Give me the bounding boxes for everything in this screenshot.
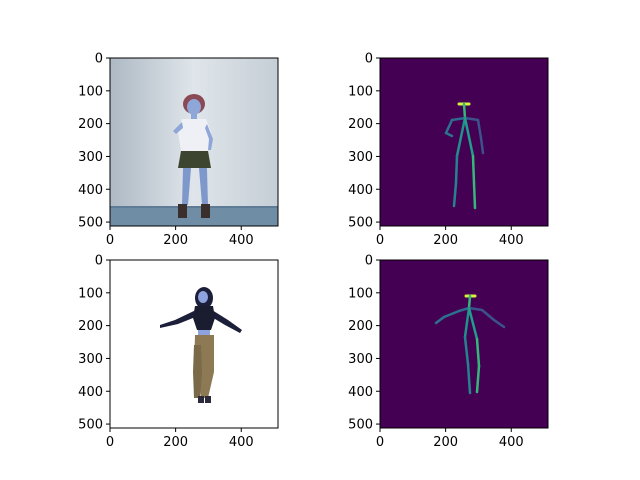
x-tick-label: 400 xyxy=(229,435,254,450)
bone-upperarm-right xyxy=(476,118,483,140)
y-tick-label: 300 xyxy=(348,150,373,165)
bone-forearm-left xyxy=(434,315,446,325)
x-tick-label: 0 xyxy=(106,435,114,450)
y-tick-label: 100 xyxy=(348,286,373,301)
x-tick-label: 0 xyxy=(376,233,384,248)
bone-forearm-left xyxy=(444,131,454,138)
bone-shoulder-right xyxy=(467,306,484,312)
x-tick-label: 0 xyxy=(376,435,384,450)
bone-torso-left xyxy=(455,116,467,158)
bone-upperarm-left xyxy=(444,118,454,135)
y-tick-label: 200 xyxy=(78,117,103,132)
image-pose-2 xyxy=(380,260,548,428)
y-tick-label: 300 xyxy=(78,150,103,165)
y-tick-label: 500 xyxy=(78,216,103,231)
bone-torso-right xyxy=(467,306,479,341)
y-tick-label: 0 xyxy=(95,254,103,269)
bone-shin-left xyxy=(466,362,472,395)
axes-frame xyxy=(379,259,549,429)
y-tick-label: 400 xyxy=(348,183,373,198)
bone-shin-right xyxy=(475,364,481,394)
x-tick-label: 200 xyxy=(163,233,188,248)
image-photo-2 xyxy=(110,260,278,428)
panel-bottom-left: 0 200 400 0 100 200 300 400 500 xyxy=(78,254,279,450)
bone-torso-left xyxy=(463,306,471,339)
x-tick-label: 200 xyxy=(163,435,188,450)
bone-shoulder-left xyxy=(457,306,471,313)
y-tick-label: 200 xyxy=(348,117,373,132)
image-photo-1 xyxy=(110,58,278,226)
bone-thigh-right xyxy=(475,337,481,368)
bone-shoulder-right xyxy=(463,116,480,122)
bone-shoulder-left xyxy=(450,116,467,122)
bone-neck xyxy=(462,102,467,120)
y-tick-label: 400 xyxy=(348,385,373,400)
y-tick-label: 0 xyxy=(95,52,103,67)
y-tick-label: 400 xyxy=(78,183,103,198)
x-tick-label: 200 xyxy=(433,233,458,248)
y-tick-label: 0 xyxy=(365,52,373,67)
x-tick-label: 0 xyxy=(106,233,114,248)
axes-frame xyxy=(379,57,549,227)
y-tick-label: 500 xyxy=(78,418,103,433)
y-tick-label: 500 xyxy=(348,216,373,231)
axes-frame xyxy=(109,259,279,429)
y-tick-label: 400 xyxy=(78,385,103,400)
panel-bottom-right: 0 200 400 0 100 200 300 400 500 xyxy=(348,254,549,450)
y-tick-label: 100 xyxy=(78,84,103,99)
bone-thigh-left xyxy=(454,154,459,185)
bone-forearm-right xyxy=(492,318,506,329)
axes-frame xyxy=(109,57,279,227)
y-tick-label: 500 xyxy=(348,418,373,433)
panel-top-left: 0 200 400 0 100 200 300 400 500 xyxy=(78,52,279,248)
bone-shin-right xyxy=(472,181,477,210)
bone-upperarm-right xyxy=(480,308,496,322)
bone-upperarm-left xyxy=(442,309,461,319)
y-tick-label: 200 xyxy=(348,319,373,334)
y-tick-label: 300 xyxy=(78,352,103,367)
bone-forearm-right xyxy=(479,136,485,155)
y-tick-label: 300 xyxy=(348,352,373,367)
y-tick-label: 100 xyxy=(78,286,103,301)
panel-top-right: 0 200 400 0 100 200 300 400 500 xyxy=(348,52,549,248)
bone-thigh-right xyxy=(471,154,476,185)
bone-thigh-left xyxy=(463,335,470,366)
y-tick-label: 0 xyxy=(365,254,373,269)
x-tick-label: 400 xyxy=(499,233,524,248)
x-tick-label: 400 xyxy=(499,435,524,450)
image-pose-1 xyxy=(380,58,548,226)
x-tick-label: 400 xyxy=(229,233,254,248)
y-tick-label: 100 xyxy=(348,84,373,99)
x-tick-label: 200 xyxy=(433,435,458,450)
bone-shin-left xyxy=(452,181,458,208)
y-tick-label: 200 xyxy=(78,319,103,334)
bone-torso-right xyxy=(463,116,475,158)
bone-neck xyxy=(467,294,472,310)
